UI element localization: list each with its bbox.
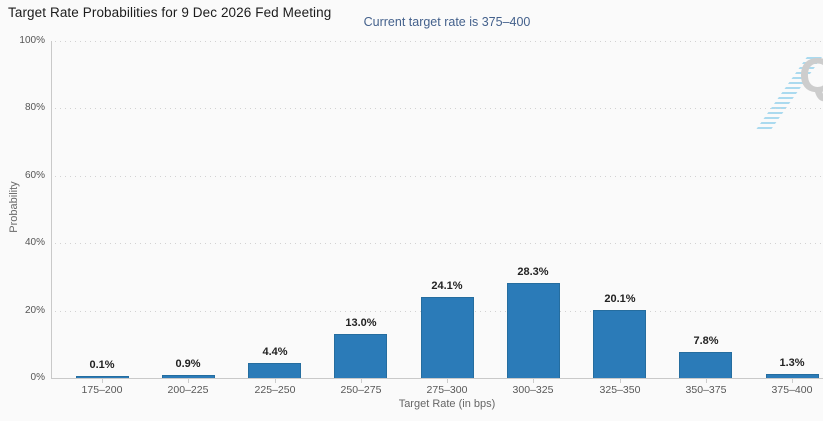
bar-value-label: 7.8% <box>693 335 719 347</box>
gridline <box>55 41 823 42</box>
x-axis-tick <box>533 379 534 383</box>
bar-value-label: 0.1% <box>89 359 115 371</box>
y-axis-tick-label: 80% <box>24 102 45 114</box>
chart-subtitle: Current target rate is 375–400 <box>363 15 531 29</box>
x-axis-tick <box>706 379 707 383</box>
gridline <box>55 175 823 177</box>
quikstrike-watermark: Q <box>755 47 823 142</box>
bar-value-label: 24.1% <box>431 280 463 292</box>
x-axis-tick-label: 275–300 <box>426 384 468 396</box>
x-axis-tick-label: 225–250 <box>254 384 296 396</box>
y-axis-tick-label: 100% <box>19 35 45 46</box>
x-axis-tick <box>620 379 621 383</box>
x-axis-tick <box>361 379 362 383</box>
bar-value-label: 4.4% <box>262 346 288 358</box>
x-axis-tick-label: 375–400 <box>771 384 813 396</box>
x-axis-tick <box>102 379 103 383</box>
watermark-q-letter: Q <box>799 50 823 103</box>
x-axis-tick-label: 175–200 <box>81 384 123 396</box>
x-axis-tick <box>275 379 276 383</box>
x-axis-line <box>51 378 823 379</box>
x-axis-tick <box>792 379 793 383</box>
x-axis-title: Target Rate (in bps) <box>398 398 496 410</box>
bar <box>593 310 646 378</box>
bar <box>76 376 129 378</box>
y-axis-line <box>51 41 52 378</box>
x-axis-tick <box>447 379 448 383</box>
bar-value-label: 28.3% <box>517 266 549 278</box>
bar-value-label: 20.1% <box>604 293 636 305</box>
x-axis-tick-label: 300–325 <box>512 384 554 396</box>
bar <box>162 375 215 378</box>
bar <box>334 334 387 378</box>
bar <box>507 283 560 378</box>
bar-value-label: 1.3% <box>779 357 805 369</box>
x-axis-tick-label: 200–225 <box>167 384 209 396</box>
bar <box>679 352 732 378</box>
y-axis-tick-label: 40% <box>24 237 45 249</box>
bar <box>248 363 301 378</box>
x-axis-tick-label: 350–375 <box>685 384 727 396</box>
y-axis-tick-label: 20% <box>24 304 45 316</box>
bar-value-label: 13.0% <box>345 317 377 329</box>
bar-value-label: 0.9% <box>175 358 201 370</box>
gridline <box>55 108 823 110</box>
bar <box>421 297 474 378</box>
chart-title: Target Rate Probabilities for 9 Dec 2026… <box>8 5 332 20</box>
gridline <box>55 243 823 245</box>
y-axis-tick-label: 60% <box>24 169 45 181</box>
y-axis-tick-label: 0% <box>30 372 45 383</box>
x-axis-tick-label: 325–350 <box>599 384 641 396</box>
x-axis-tick <box>188 379 189 383</box>
y-axis-title: Probability <box>8 181 20 233</box>
x-axis-tick-label: 250–275 <box>340 384 382 396</box>
bar <box>766 374 819 378</box>
